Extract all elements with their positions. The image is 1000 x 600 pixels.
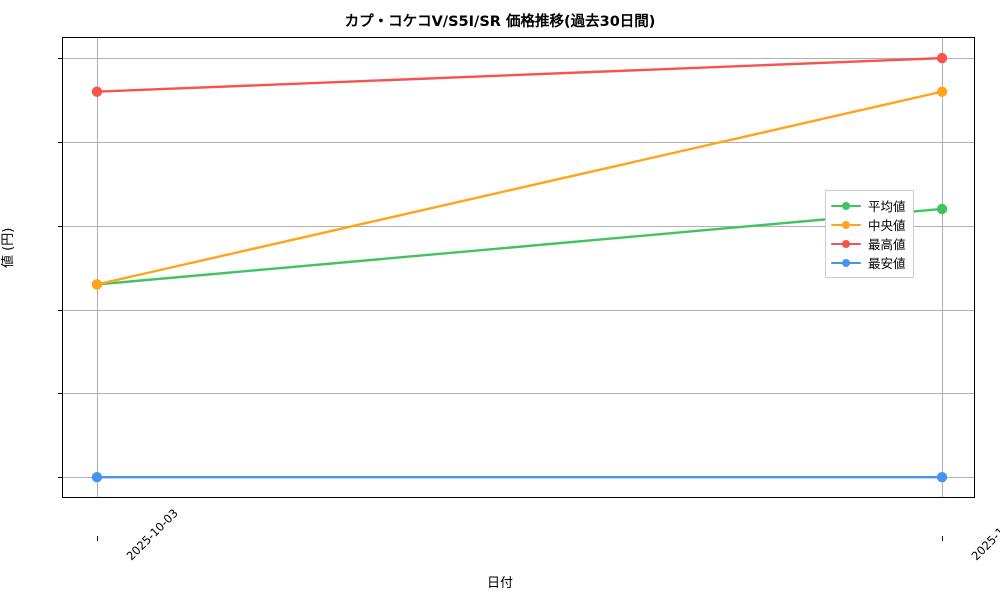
data-point-marker (91, 472, 103, 483)
gridline-horizontal (63, 141, 974, 143)
plot-inner (63, 38, 974, 497)
x-tick-mark (942, 536, 943, 541)
legend-item-label: 最安値 (868, 256, 906, 271)
data-point-marker (91, 279, 103, 290)
legend-item[interactable]: 平均値 (831, 196, 906, 215)
series-line (95, 56, 944, 93)
legend-item[interactable]: 中央値 (831, 215, 906, 234)
x-tick-mark (97, 536, 98, 541)
gridline-horizontal (63, 309, 974, 311)
y-tick-mark (58, 309, 63, 311)
chart-legend[interactable]: 平均値中央値最高値最安値 (825, 190, 914, 278)
series-line (95, 207, 944, 286)
legend-item-label: 中央値 (868, 218, 906, 233)
y-axis-label: 値 (円) (1, 227, 16, 268)
legend-item[interactable]: 最安値 (831, 253, 906, 272)
gridline-horizontal (63, 58, 974, 60)
y-tick-mark (58, 225, 63, 227)
data-point-marker (936, 203, 948, 215)
y-tick-mark (58, 477, 63, 479)
legend-swatch-icon (831, 199, 861, 213)
y-tick-mark (58, 141, 63, 143)
legend-swatch-icon (831, 237, 861, 251)
legend-item-label: 平均値 (868, 199, 906, 214)
series-group (91, 52, 948, 97)
plot-area (58, 37, 975, 541)
gridline-horizontal (63, 225, 974, 227)
chart-title: カプ・コケコV/S5I/SR 価格推移(過去30日間) (344, 14, 656, 30)
data-point-marker (936, 52, 948, 64)
x-tick-label: 2025-10-04 (968, 506, 1000, 564)
series-group (91, 472, 948, 483)
data-point-marker (91, 86, 103, 97)
x-axis-label: 日付 (486, 576, 513, 591)
gridline-horizontal (63, 393, 974, 395)
legend-swatch-icon (831, 256, 861, 270)
data-point-marker (936, 472, 948, 483)
y-tick-mark (58, 58, 63, 60)
series-line (95, 90, 944, 286)
x-tick-label: 2025-10-03 (123, 506, 181, 564)
data-point-marker (936, 86, 948, 97)
legend-item-label: 最高値 (868, 237, 906, 252)
series-layer (91, 52, 948, 483)
series-group (91, 86, 948, 290)
gridline-vertical (97, 38, 98, 497)
series-group (91, 203, 948, 290)
legend-swatch-icon (831, 218, 861, 232)
gridline-vertical (942, 38, 943, 497)
y-tick-mark (58, 393, 63, 395)
legend-item[interactable]: 最高値 (831, 234, 906, 253)
